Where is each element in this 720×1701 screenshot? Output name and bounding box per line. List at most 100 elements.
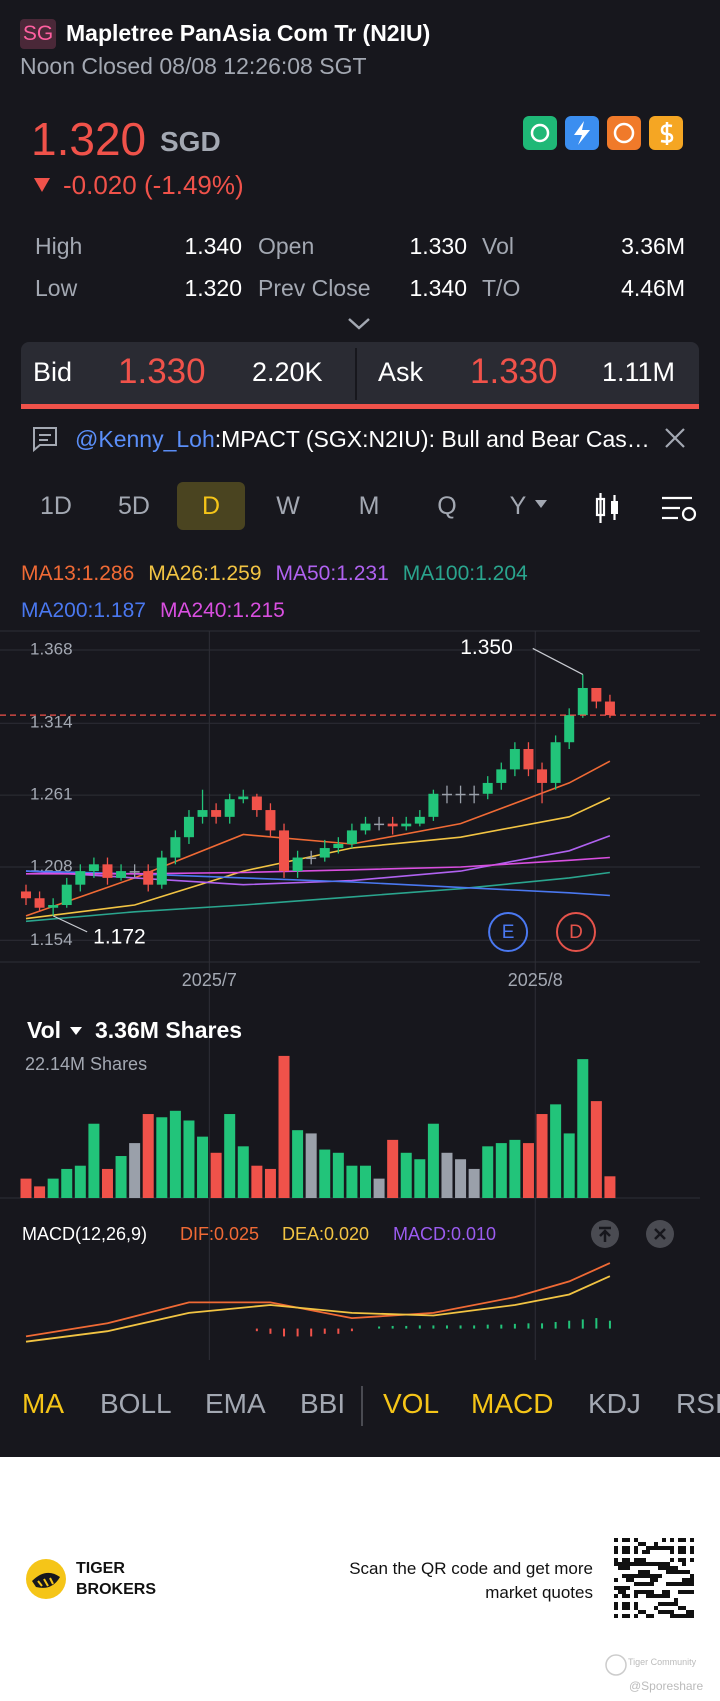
period-highlight <box>177 482 245 530</box>
qr-cell <box>662 1546 666 1550</box>
stat-label: Low <box>35 275 78 301</box>
stat-label: Open <box>258 233 315 259</box>
candle-body <box>251 796 262 811</box>
qr-cell <box>622 1538 626 1542</box>
qr-cell <box>614 1546 618 1550</box>
vol-dropdown[interactable] <box>68 1025 84 1037</box>
qr-cell <box>622 1554 626 1558</box>
qr-cell <box>618 1614 622 1618</box>
qr-cell <box>626 1610 630 1614</box>
indicator-tab[interactable]: BBI <box>300 1388 346 1419</box>
macd-tools[interactable] <box>590 1219 690 1251</box>
qr-cell <box>626 1562 630 1566</box>
y-dropdown[interactable] <box>534 499 548 509</box>
qr-cell <box>650 1546 654 1550</box>
period-tab[interactable]: Q <box>437 492 457 520</box>
indicator-tab[interactable]: MACD <box>471 1388 554 1419</box>
macd-line <box>25 1275 611 1343</box>
qr-cell <box>646 1614 650 1618</box>
volume-bar <box>387 1139 399 1198</box>
macd-hist <box>581 1319 584 1329</box>
event-marker <box>555 912 596 952</box>
qr-cell <box>622 1586 626 1590</box>
period-tab[interactable]: 5D <box>118 492 150 520</box>
qr-cell <box>634 1562 638 1566</box>
volume-bar <box>332 1152 344 1198</box>
ma-line <box>25 835 611 886</box>
volume-bar <box>482 1146 494 1198</box>
qr-cell <box>670 1614 674 1618</box>
brand-line2: BROKERS <box>76 1581 157 1598</box>
qr-cell <box>686 1554 690 1558</box>
indicator-tab[interactable]: RSI <box>676 1388 720 1419</box>
indicator-tab[interactable]: EMA <box>205 1388 266 1419</box>
macd-hist <box>418 1325 421 1329</box>
macd-hist <box>405 1325 408 1329</box>
qr-cell <box>662 1562 666 1566</box>
period-tab[interactable]: M <box>358 492 380 520</box>
qr-cell <box>650 1614 654 1618</box>
candle-body <box>441 793 452 796</box>
period-tab[interactable]: Y <box>509 492 527 520</box>
candle-body <box>292 857 303 872</box>
period-tab[interactable]: 1D <box>40 492 72 520</box>
volume-bar <box>169 1110 181 1198</box>
close-news[interactable] <box>663 426 687 450</box>
qr-cell <box>618 1566 622 1570</box>
qr-cell <box>670 1582 674 1586</box>
qr-cell <box>670 1570 674 1574</box>
volume-bar <box>156 1117 168 1198</box>
indicator-tab[interactable]: BOLL <box>100 1388 172 1419</box>
candle-body <box>469 793 480 796</box>
candle-body <box>346 830 357 844</box>
qr-cell <box>638 1562 642 1566</box>
expand-chevron[interactable] <box>346 316 372 332</box>
qr-cell <box>646 1550 650 1554</box>
stat-value: 3.36M <box>621 233 685 259</box>
ma-legend: MA13:1.286 MA26:1.259 MA50:1.231 MA100:1.20… <box>21 555 542 629</box>
feature-icons[interactable] <box>522 115 686 151</box>
qr-cell <box>666 1610 670 1614</box>
qr-cell <box>670 1558 674 1562</box>
candle-body <box>102 864 113 878</box>
macd-hist <box>269 1328 272 1334</box>
period-tab[interactable]: W <box>276 492 300 520</box>
period-tab[interactable]: D <box>201 492 221 520</box>
volume-bar <box>224 1114 236 1198</box>
qr-cell <box>690 1582 694 1586</box>
qr-cell <box>626 1578 630 1582</box>
qr-cell <box>690 1614 694 1618</box>
candle-body <box>197 810 208 817</box>
qr-cell <box>630 1606 634 1610</box>
vol-value: 3.36M Shares <box>95 1017 242 1043</box>
qr-cell <box>686 1542 690 1546</box>
qr-cell <box>658 1562 662 1566</box>
candle-body <box>414 816 425 824</box>
news-headline[interactable]: @Kenny_Loh:MPACT (SGX:N2IU): Bull and Be… <box>75 426 650 453</box>
volume-bar <box>47 1178 59 1198</box>
macd-hist <box>283 1328 286 1337</box>
vol-axis-label: 22.14M Shares <box>25 1054 147 1074</box>
qr-cell <box>638 1590 642 1594</box>
candle-body <box>183 816 194 838</box>
ma-line <box>25 760 611 917</box>
qr-cell <box>642 1582 646 1586</box>
qr-cell <box>678 1558 682 1562</box>
y-tick-label: 1.368 <box>30 639 73 658</box>
qr-cell <box>674 1538 678 1542</box>
indicator-tab[interactable]: KDJ <box>588 1388 641 1419</box>
chart-tools[interactable] <box>592 490 702 526</box>
qr-cell <box>674 1566 678 1570</box>
qr-cell <box>642 1542 646 1546</box>
candle-body <box>374 823 385 826</box>
indicator-tab[interactable]: MA <box>22 1388 64 1419</box>
qr-cell <box>630 1558 634 1562</box>
qr-code[interactable] <box>614 1538 694 1618</box>
volume-bar <box>278 1055 290 1198</box>
qr-cell <box>630 1554 634 1558</box>
volume-bar <box>468 1168 480 1198</box>
annotation-label: 1.172 <box>93 925 146 948</box>
qr-cell <box>654 1562 658 1566</box>
indicator-tab[interactable]: VOL <box>383 1388 440 1419</box>
